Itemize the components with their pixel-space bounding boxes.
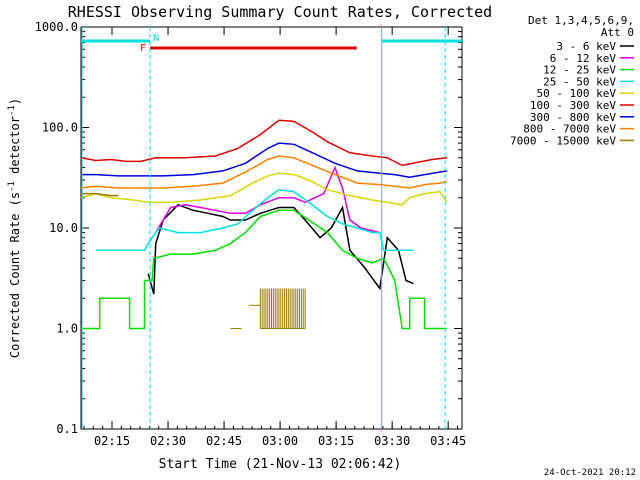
legend-header: Att 0 (601, 26, 634, 39)
series-line-6 (80, 119, 448, 167)
y-axis-label: Corrected Count Rate (s-1 detector-1) (7, 98, 22, 358)
footer-date: 24-Oct-2021 20:12 (544, 468, 636, 478)
axis-ticks (81, 27, 462, 430)
x-tick-label: 02:45 (206, 434, 242, 448)
y-tick-label: 1.0 (56, 322, 78, 336)
legend-entry-label: 25 - 50 keV (543, 75, 616, 88)
series-line-5 (80, 172, 448, 206)
series-line-1 (147, 203, 414, 295)
legend-entry-label: 3 - 6 keV (556, 40, 616, 53)
chart-title: RHESSI Observing Summary Count Rates, Co… (68, 3, 492, 21)
legend-entry-label: 7000 - 15000 keV (510, 134, 616, 147)
legend-entry-label: 50 - 100 keV (537, 87, 617, 100)
y-tick-label: 10.0 (49, 221, 78, 235)
y-tick-label: 100.0 (42, 121, 78, 135)
flag-n-label: N (153, 33, 159, 44)
x-tick-label: 02:15 (94, 434, 130, 448)
y-axis-label-sup1: -1 (7, 181, 17, 192)
y-tick-label: 0.1 (56, 422, 78, 436)
y-axis-label-main: Corrected Count Rate (s (8, 192, 22, 358)
flag-f-label: F (140, 43, 146, 54)
series-line-3 (81, 209, 448, 330)
legend-entry-label: 12 - 25 keV (543, 64, 616, 77)
y-tick-label: 1000.0 (35, 20, 78, 34)
x-tick-label: 03:30 (374, 434, 410, 448)
legend-entry-label: 300 - 800 keV (530, 111, 616, 124)
x-axis-label: Start Time (21-Nov-13 02:06:42) (159, 457, 402, 472)
legend-header: Det 1,3,4,5,6,9, (528, 14, 634, 27)
series-line-9 (81, 192, 119, 197)
series-line-2 (155, 165, 380, 234)
y-axis-label-mid: detector (8, 116, 22, 181)
legend-entry-label: 6 - 12 keV (550, 52, 617, 65)
x-tick-label: 03:15 (318, 434, 354, 448)
y-axis-label-end: ) (8, 98, 22, 105)
x-tick-label: 03:00 (262, 434, 298, 448)
observing-flags: NF (81, 27, 462, 429)
series-lines (80, 119, 448, 330)
x-tick-label: 03:45 (430, 434, 466, 448)
series-line-4 (95, 189, 414, 252)
tick-labels: 1000.0 100.0 10.0 1.0 0.1 02:15 02:30 02:45 03:0… (35, 20, 467, 448)
series-line-8 (80, 155, 448, 189)
plot-frame (80, 26, 463, 430)
y-axis-label-sup2: -1 (7, 105, 17, 116)
x-tick-label: 02:30 (150, 434, 186, 448)
series-line-7 (81, 142, 448, 178)
legend-entry-label: 100 - 300 keV (530, 99, 616, 112)
legend-entry-label: 800 - 7000 keV (523, 123, 616, 136)
